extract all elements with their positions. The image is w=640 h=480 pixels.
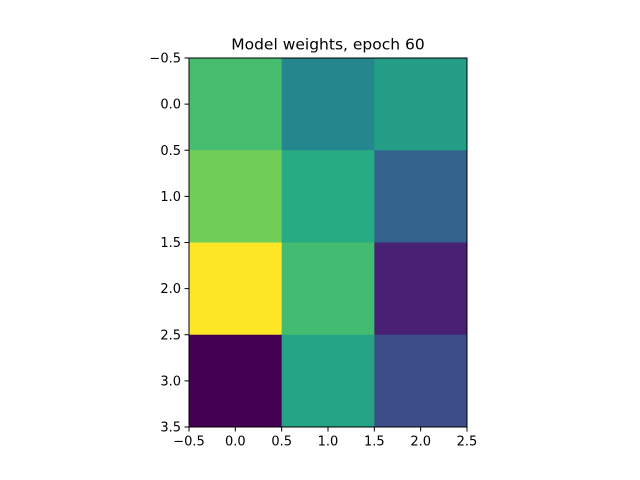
y-tick-label: 3.5 <box>160 421 181 436</box>
y-tick-label: 2.5 <box>160 328 181 343</box>
heatmap-cell <box>281 242 375 336</box>
y-tick-label: 2.0 <box>160 282 181 297</box>
y-tick-label: 0.0 <box>160 98 181 113</box>
y-tick-label: −0.5 <box>149 52 181 67</box>
x-tick-label: 1.5 <box>364 435 385 450</box>
heatmap-cell <box>281 58 375 151</box>
x-tick-label: 2.5 <box>457 435 478 450</box>
heatmap-cells <box>189 58 468 428</box>
y-tick-label: 1.5 <box>160 236 181 251</box>
x-tick-label: −0.5 <box>173 435 205 450</box>
heatmap-cell <box>281 150 375 243</box>
y-tick-label: 0.5 <box>160 144 181 159</box>
y-tick-label: 1.0 <box>160 190 181 205</box>
heatmap-cell <box>189 334 283 428</box>
heatmap-cell <box>374 150 468 243</box>
heatmap-cell <box>374 242 468 336</box>
x-tick-label: 0.5 <box>271 435 292 450</box>
heatmap-cell <box>374 334 468 428</box>
heatmap-cell <box>281 334 375 428</box>
x-tick-label: 1.0 <box>318 435 339 450</box>
heatmap-cell <box>189 242 283 336</box>
heatmap-cell <box>189 150 283 243</box>
chart-axes: −0.5 0.0 0.5 1.0 1.5 2.0 2.5 −0.5 0.0 0.5 1.0 1.5 2.… <box>149 52 477 450</box>
heatmap-cell <box>189 58 283 151</box>
chart-title: Model weights, epoch 60 <box>231 36 425 54</box>
heatmap-cell <box>374 58 468 151</box>
x-tick-label: 0.0 <box>225 435 246 450</box>
y-tick-label: 3.0 <box>160 374 181 389</box>
x-tick-label: 2.0 <box>410 435 431 450</box>
